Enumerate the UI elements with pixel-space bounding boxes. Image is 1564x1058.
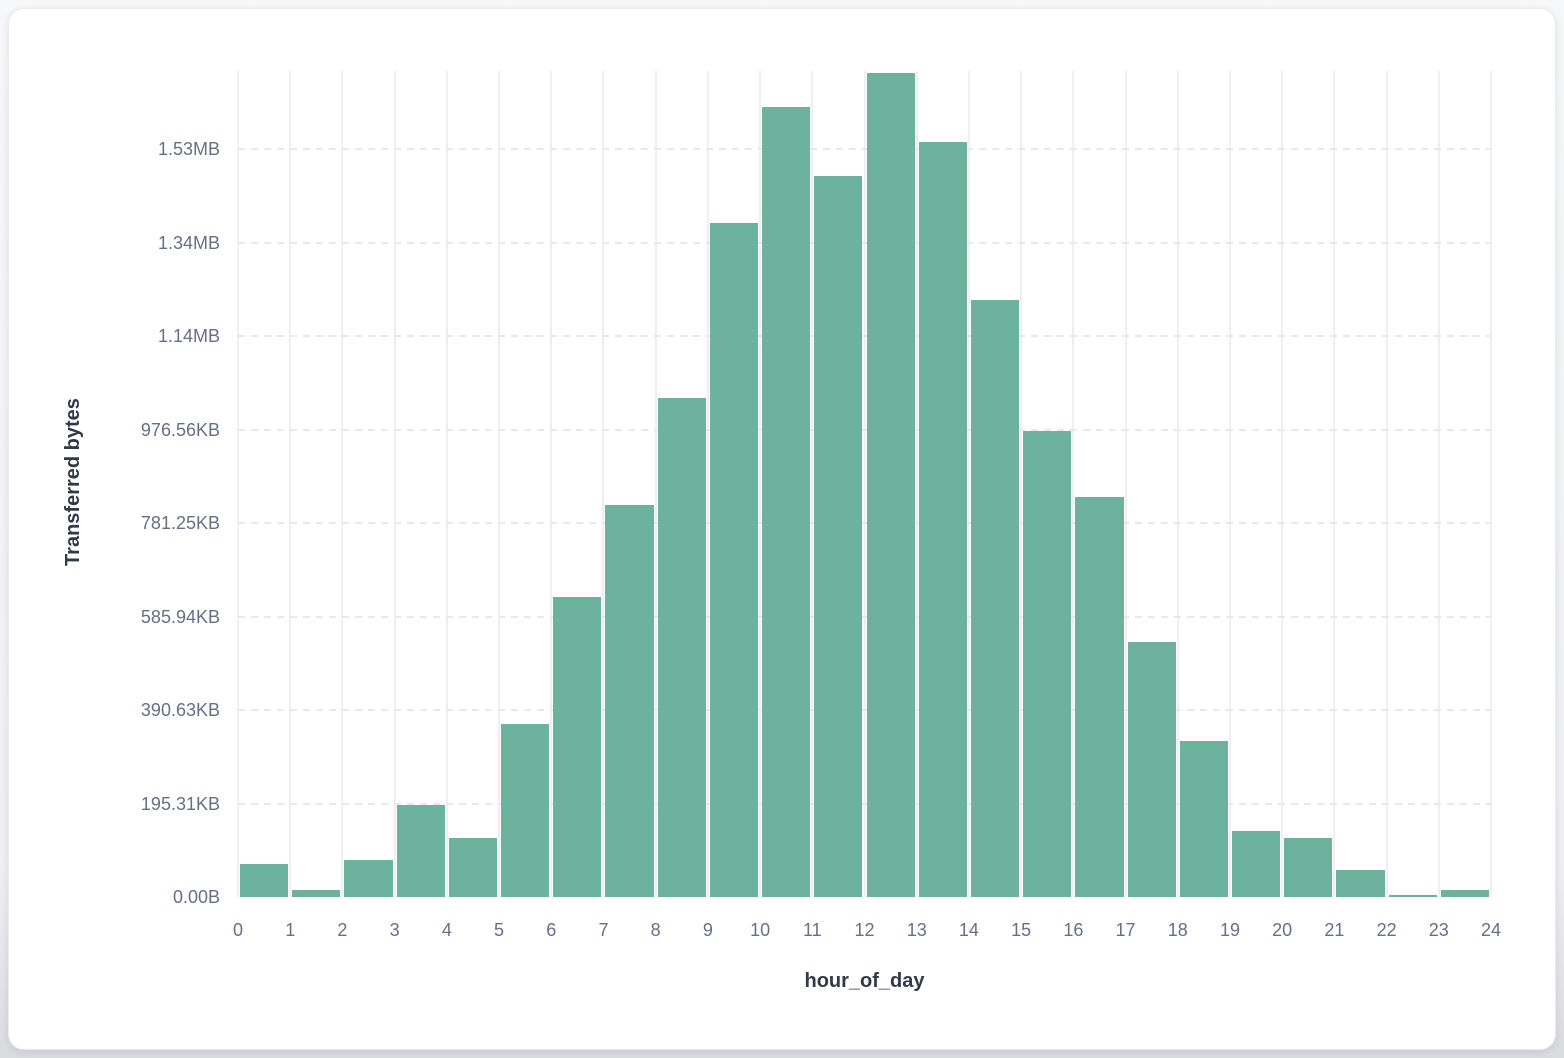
x-tick-label-2: 2	[337, 920, 348, 940]
x-tick-label-24: 24	[1480, 920, 1502, 940]
bar-hour-14[interactable]	[970, 300, 1020, 897]
bar-hour-20[interactable]	[1284, 838, 1333, 897]
bar-hour-21[interactable]	[1336, 869, 1385, 897]
vertical-gridline-24	[1490, 71, 1492, 897]
x-tick-label-23: 23	[1428, 920, 1449, 940]
bar-hour-16[interactable]	[1075, 496, 1124, 897]
bar-hour-9[interactable]	[709, 222, 759, 897]
y-tick-label-1.34MB: 1.34MB	[157, 232, 220, 253]
y-tick-label-390.63KB: 390.63KB	[140, 700, 220, 720]
x-tick-label-13: 13	[906, 920, 927, 940]
x-tick-label-11: 11	[802, 920, 822, 940]
horizontal-gridline-781.25KB	[238, 522, 1491, 524]
x-tick-label-8: 8	[650, 920, 661, 940]
x-tick-label-1: 1	[285, 920, 296, 940]
bar-hour-13[interactable]	[918, 141, 967, 897]
y-tick-label-1.14MB: 1.14MB	[157, 326, 220, 346]
x-tick-label-17: 17	[1115, 920, 1136, 940]
bar-hour-0[interactable]	[240, 863, 289, 897]
horizontal-gridline-195.31KB	[238, 802, 1491, 805]
vertical-gridline-6	[550, 71, 553, 897]
bar-hour-22[interactable]	[1388, 894, 1437, 897]
y-tick-label-195.31KB: 195.31KB	[140, 793, 220, 814]
bar-hour-2[interactable]	[344, 860, 393, 897]
bar-hour-11[interactable]	[814, 176, 863, 897]
y-tick-label-1.53MB: 1.53MB	[157, 139, 220, 159]
x-axis-title: hour_of_day	[804, 970, 925, 992]
vertical-gridline-16	[1072, 71, 1075, 897]
vertical-gridline-5	[498, 71, 501, 897]
x-tick-label-20: 20	[1272, 920, 1293, 940]
x-tick-label-9: 9	[702, 920, 713, 940]
y-tick-label-585.94KB: 585.94KB	[140, 606, 220, 627]
bar-hour-19[interactable]	[1231, 831, 1281, 897]
x-tick-label-14: 14	[958, 920, 979, 940]
y-tick-label-781.25KB: 781.25KB	[140, 513, 220, 533]
bar-hour-8[interactable]	[657, 398, 706, 897]
bar-hour-4[interactable]	[448, 838, 498, 897]
bar-hour-18[interactable]	[1179, 740, 1228, 897]
horizontal-gridline-1.14MB	[238, 335, 1491, 337]
vertical-gridline-15	[1020, 71, 1023, 897]
x-tick-label-16: 16	[1063, 920, 1084, 940]
vertical-gridline-10	[759, 71, 762, 897]
x-tick-label-6: 6	[546, 920, 557, 940]
bar-hour-3[interactable]	[396, 804, 445, 897]
x-tick-label-10: 10	[750, 920, 771, 940]
vertical-gridline-7	[602, 71, 605, 897]
vertical-gridline-20	[1281, 71, 1284, 897]
vertical-gridline-18	[1176, 71, 1179, 897]
bar-hour-15[interactable]	[1023, 430, 1072, 897]
vertical-gridline-3	[393, 71, 396, 897]
horizontal-gridline-585.94KB	[238, 615, 1491, 618]
vertical-gridline-8	[654, 71, 657, 897]
vertical-gridline-13	[915, 71, 918, 897]
x-tick-label-22: 22	[1376, 920, 1397, 940]
bar-hour-1[interactable]	[292, 889, 341, 897]
vertical-gridline-12	[863, 71, 866, 897]
x-tick-label-5: 5	[494, 920, 505, 940]
bar-hour-6[interactable]	[553, 596, 602, 897]
x-tick-label-12: 12	[854, 920, 875, 940]
vertical-gridline-23	[1437, 71, 1440, 897]
x-tick-label-21: 21	[1324, 920, 1345, 940]
x-tick-label-3: 3	[389, 920, 400, 940]
vertical-gridline-2	[341, 71, 344, 897]
bar-hour-7[interactable]	[605, 505, 654, 897]
vertical-gridline-17	[1124, 71, 1127, 897]
bar-hour-10[interactable]	[762, 106, 811, 897]
x-tick-label-7: 7	[598, 920, 609, 940]
vertical-gridline-22	[1385, 71, 1388, 897]
y-tick-label-0.00B: 0.00B	[172, 887, 220, 907]
horizontal-gridline-976.56KB	[238, 428, 1491, 431]
bar-hour-23[interactable]	[1440, 890, 1489, 897]
horizontal-gridline-1.34MB	[238, 241, 1491, 244]
vertical-gridline-19	[1228, 71, 1231, 897]
bar-hour-5[interactable]	[501, 724, 550, 897]
vertical-gridline-14	[967, 71, 970, 897]
chart-card: 0.00B 195.31KB 390.63KB 585.94KB 781.25KB 976…	[8, 8, 1556, 1050]
x-tick-label-4: 4	[441, 920, 452, 940]
bar-hour-17[interactable]	[1127, 642, 1176, 897]
vertical-gridline-11	[811, 71, 814, 897]
vertical-gridline-21	[1333, 71, 1336, 897]
x-tick-label-18: 18	[1167, 920, 1188, 940]
bar-hour-12[interactable]	[866, 72, 915, 897]
horizontal-gridline-390.63KB	[238, 709, 1491, 711]
vertical-gridline-9	[706, 71, 709, 897]
y-tick-label-976.56KB: 976.56KB	[140, 419, 220, 440]
vertical-gridline-4	[445, 71, 448, 897]
horizontal-gridline-1.53MB	[238, 148, 1491, 150]
vertical-gridline-1	[289, 71, 292, 897]
x-tick-label-15: 15	[1011, 920, 1032, 940]
x-tick-label-19: 19	[1219, 920, 1240, 940]
plot-area: 0.00B 195.31KB 390.63KB 585.94KB 781.25KB 976…	[9, 9, 1555, 1049]
x-tick-label-0: 0	[232, 920, 243, 940]
y-axis-title: Transferred bytes	[62, 398, 84, 566]
vertical-gridline-0	[237, 71, 239, 897]
